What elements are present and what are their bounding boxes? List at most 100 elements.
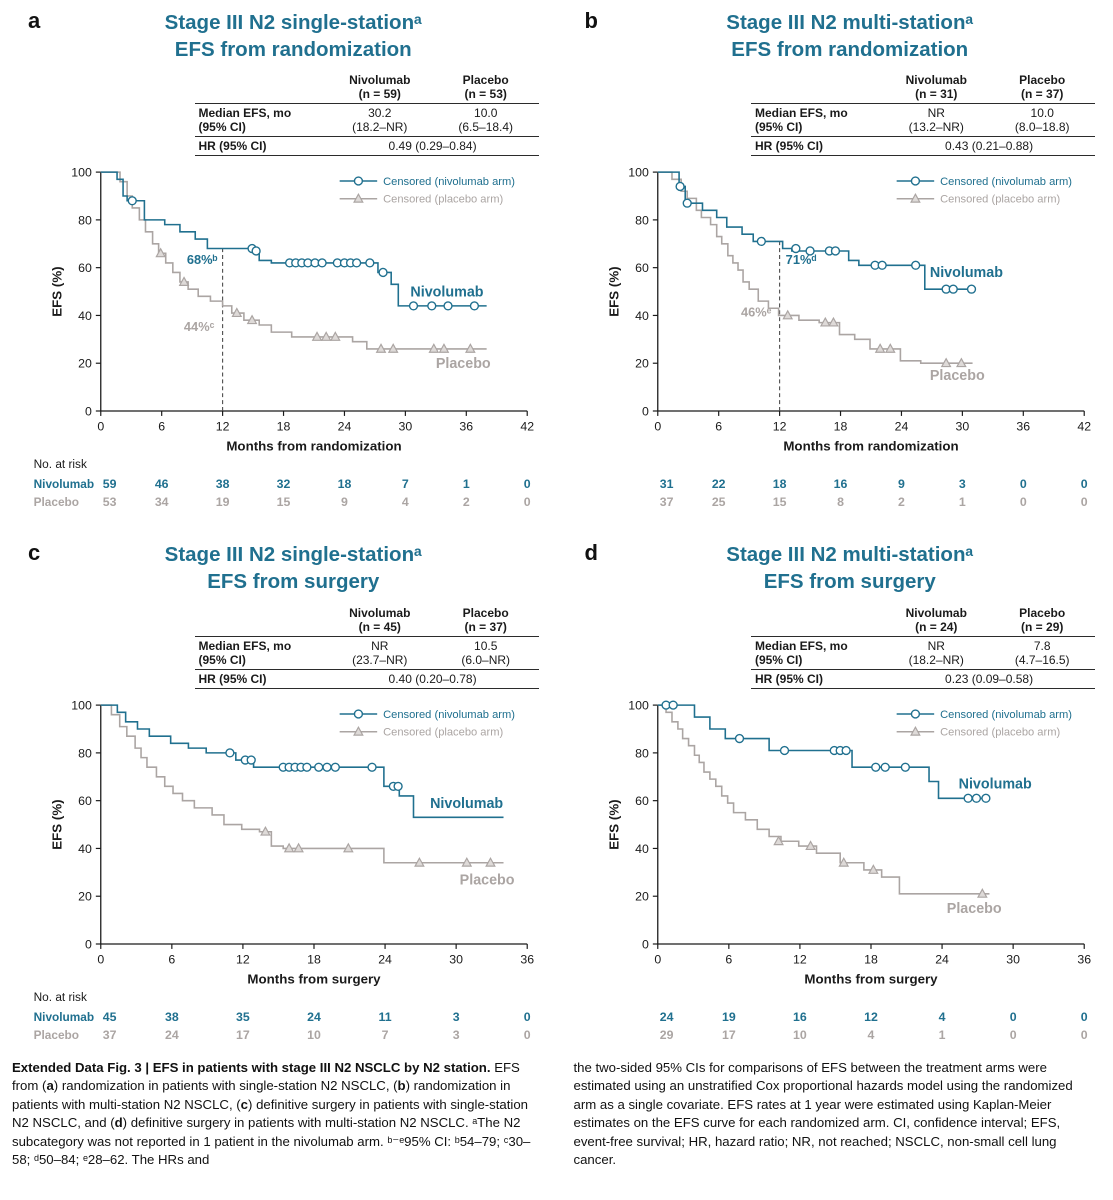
risk-count: 3 [453,1027,460,1041]
median-efs-placebo: 10.0 (8.0–18.8) [989,103,1095,138]
caption-text: d [114,1115,123,1131]
censor-circle-marker [830,246,840,256]
risk-count: 24 [165,1027,179,1041]
risk-count: 2 [463,495,470,509]
title-line-2: EFS from surgery [207,569,380,593]
x-tick-label: 12 [216,420,230,434]
figure-caption: Extended Data Fig. 3 | EFS in patients w… [6,1043,1107,1170]
stats-table-a: Nivolumab (n = 59) Placebo (n = 53) Median… [194,71,539,157]
caption-text: a [46,1078,54,1094]
x-tick-label: 30 [955,420,969,434]
censor-triangle-marker [781,309,793,320]
y-tick-label: 40 [78,309,92,323]
y-tick-label: 0 [85,405,92,419]
censor-circle-marker [804,246,815,256]
median-efs-label: Median EFS, mo (95% CI) [194,103,327,138]
risk-count: 9 [341,495,348,509]
x-tick-label: 6 [168,952,175,966]
y-tick-label: 20 [78,357,92,371]
x-tick-label: 30 [399,420,413,434]
hr-label: HR (95% CI) [194,669,327,689]
caption-text: ) definitive surgery in patients with mu… [12,1115,531,1167]
risk-count: 37 [659,495,673,509]
censor-triangle-marker [955,357,967,368]
censor-circle-marker [225,747,235,758]
risk-count: 18 [772,477,786,491]
risk-count: 0 [524,477,531,491]
censor-circle-marker [840,745,851,755]
caption-left: Extended Data Fig. 3 | EFS in patients w… [12,1059,538,1170]
stats-col-placebo: Placebo (n = 37) [989,71,1095,105]
risk-count: 3 [453,1010,460,1024]
risk-count: 0 [1019,495,1026,509]
risk-count: 4 [402,495,409,509]
censor-triangle-marker [485,856,496,867]
censor-circle-marker [469,301,480,311]
caption-text: b [397,1078,406,1094]
risk-count: 31 [659,477,673,491]
risk-count: 22 [711,477,725,491]
y-tick-label: 40 [78,841,92,855]
censor-circle-marker [948,284,958,295]
x-axis-title: Months from randomization [783,439,958,454]
panel-grid: a Stage III N2 single-stationᵃ EFS from … [6,4,1107,1043]
risk-count: 10 [307,1027,321,1041]
stats-col-nivolumab: Nivolumab (n = 59) [326,71,433,105]
censor-triangle-marker [837,856,849,867]
caption-text: c [240,1096,249,1112]
legend-label: Censored (nivolumab arm) [383,176,515,188]
censor-circle-marker [443,301,453,311]
risk-count: 32 [277,477,291,491]
x-tick-label: 18 [833,420,847,434]
landmark-rate-annotation: 68%ᵇ [187,252,218,267]
title-line-1: Stage III N2 single-stationᵃ [164,543,422,567]
legend-label: Censored (nivolumab arm) [940,709,1072,721]
censor-circle-marker [756,237,766,247]
risk-count: 4 [938,1010,945,1024]
hr-label: HR (95% CI) [751,136,884,157]
censor-circle-marker [668,700,678,710]
censor-circle-marker [880,762,890,772]
legend-label: Censored (nivolumab arm) [383,709,515,721]
caption-text: Extended Data Fig. 3 | EFS in patients w… [12,1059,495,1075]
stats-col-placebo: Placebo (n = 29) [989,603,1095,637]
censor-triangle-marker [804,839,816,850]
censor-circle-marker [790,244,800,254]
stats-col-nivolumab: Nivolumab (n = 45) [326,603,433,637]
risk-count: 0 [1080,495,1087,509]
x-tick-label: 18 [307,952,321,966]
risk-count: 18 [338,477,352,491]
y-axis-title: EFS (%) [49,799,64,849]
x-tick-label: 0 [97,952,104,966]
risk-count: 10 [793,1027,807,1041]
x-tick-label: 0 [654,952,661,966]
risk-count: 59 [103,477,117,491]
censor-circle-marker [378,268,388,278]
risk-count: 1 [463,477,470,491]
censor-triangle-marker [353,725,364,736]
title-line-1: Stage III N2 multi-stationᵃ [726,543,974,567]
x-tick-label: 24 [935,952,949,966]
series-label-nivolumab: Nivolumab [929,266,1002,282]
risk-row-label-nivolumab: Nivolumab [34,477,94,491]
censor-circle-marker [330,762,340,772]
x-tick-label: 42 [1077,420,1091,434]
censor-circle-marker [962,793,973,803]
censor-circle-marker [734,733,744,743]
caption-text: ) randomization in patients with multi-s… [12,1078,511,1112]
x-tick-label: 24 [894,420,908,434]
censor-triangle-marker [329,331,341,342]
censor-triangle-marker [320,331,332,342]
risk-count: 0 [524,495,531,509]
risk-count: 34 [155,495,169,509]
x-tick-label: 12 [793,952,807,966]
censor-triangle-marker [976,887,988,898]
caption-text: EFS from ( [12,1059,520,1094]
risk-table-title: No. at risk [34,458,87,472]
panel-title-d: Stage III N2 multi-stationᵃ EFS from sur… [563,542,1108,595]
x-tick-label: 18 [864,952,878,966]
y-tick-label: 60 [635,261,649,275]
risk-table-title: No. at risk [34,990,87,1004]
series-label-placebo: Placebo [929,368,984,384]
